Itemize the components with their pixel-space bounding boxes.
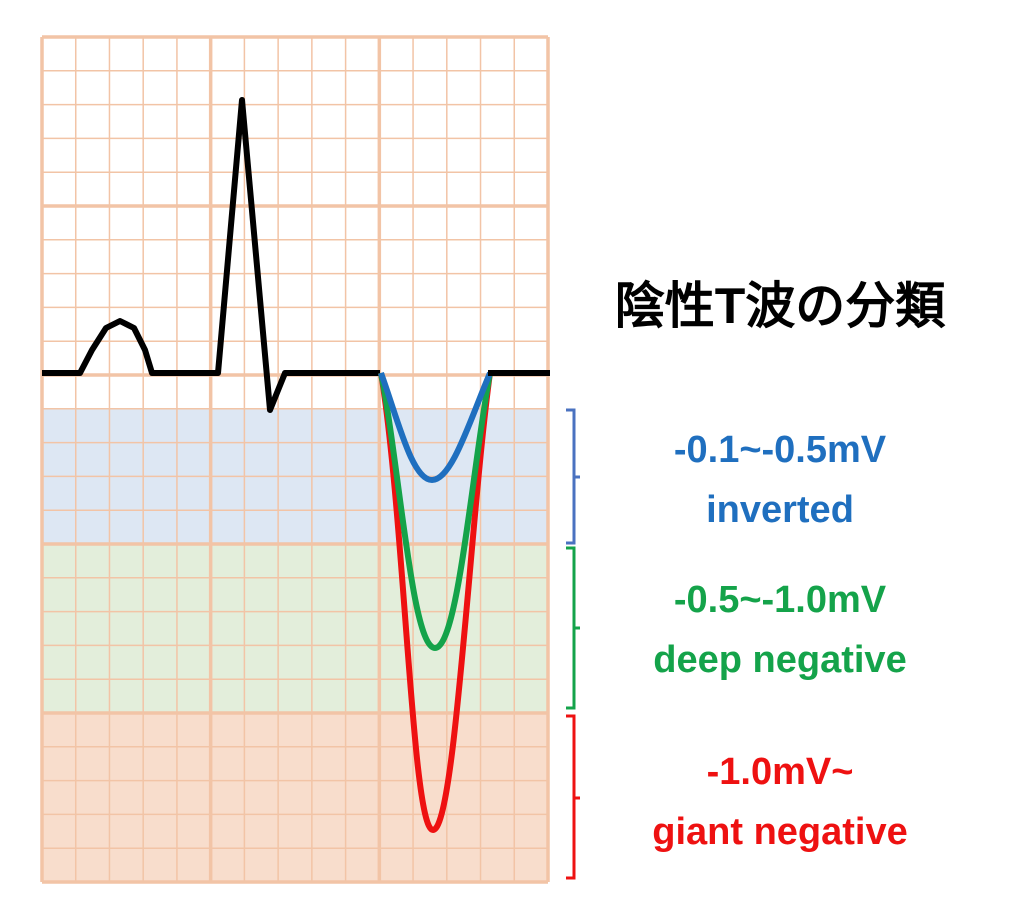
bracket-deep: [566, 546, 580, 710]
category-name: inverted: [706, 489, 854, 531]
category-name: giant negative: [652, 811, 908, 853]
bracket-giant: [566, 714, 580, 880]
range-label: -0.1~-0.5mV: [674, 429, 887, 471]
range-label: -0.5~-1.0mV: [674, 579, 887, 621]
t-wave-inverted: [378, 371, 493, 484]
title: 陰性T波の分類: [615, 278, 947, 334]
t-wave-giant: [378, 372, 493, 834]
category-name: deep negative: [653, 639, 906, 681]
band-giant: [42, 713, 548, 882]
bracket-inverted: [566, 408, 580, 545]
ecg-trace: [42, 97, 380, 413]
range-label: -1.0mV~: [707, 751, 854, 793]
t-wave-deep: [378, 372, 493, 652]
